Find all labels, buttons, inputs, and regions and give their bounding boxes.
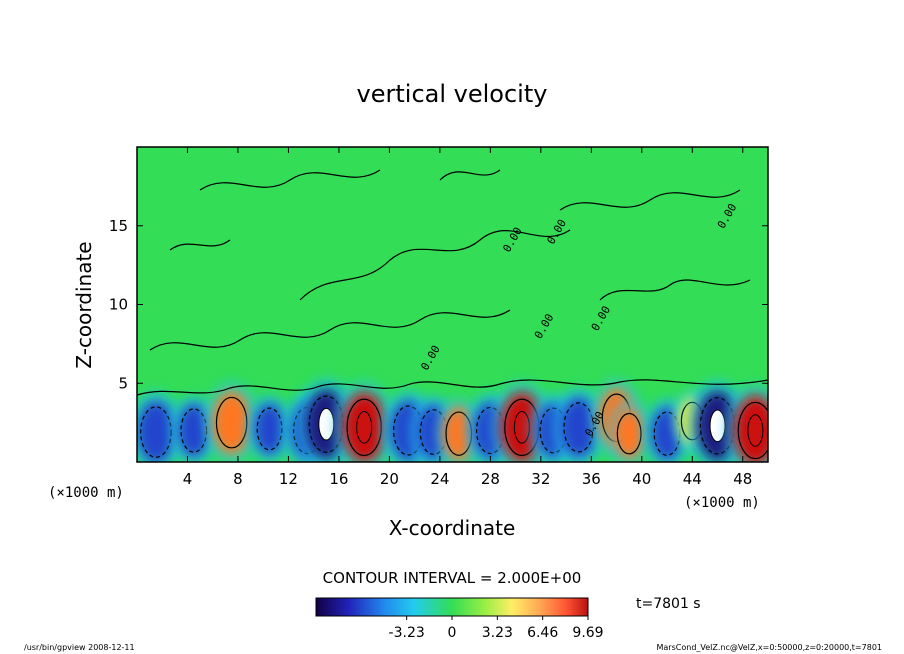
velocity-cell-3 xyxy=(254,402,285,456)
x-unit-label-right: (×1000 m) xyxy=(684,495,760,511)
x-tick-label-11: 48 xyxy=(733,470,752,488)
velocity-contour-0 xyxy=(140,406,172,458)
colorbar: -3.23 0 3.23 6.46 9.69 xyxy=(315,597,604,641)
x-tick-label-9: 40 xyxy=(632,470,651,488)
velocity-cell-1 xyxy=(177,403,210,458)
colorbar-ticks: -3.23 0 3.23 6.46 9.69 xyxy=(389,616,604,641)
colorbar-tick-label-3: 6.46 xyxy=(527,625,558,641)
velocity-field xyxy=(137,378,768,462)
velocity-core-18 xyxy=(709,409,726,443)
y-tick-label-1: 10 xyxy=(109,296,128,314)
colorbar-tick-label-0: -3.23 xyxy=(389,625,425,641)
x-tick-label-10: 44 xyxy=(683,470,702,488)
y-tick-label-2: 15 xyxy=(109,217,128,235)
x-tick-label-6: 28 xyxy=(481,470,500,488)
y-tick-label-0: 5 xyxy=(118,374,128,392)
x-tick-label-3: 16 xyxy=(329,470,348,488)
plot-area: 0.00 0.000.000.000.000.000.00 xyxy=(136,146,769,463)
velocity-contour-6 xyxy=(346,398,382,457)
velocity-cell-15 xyxy=(614,408,644,459)
colorbar-gradient xyxy=(315,597,589,617)
velocity-core-11 xyxy=(513,411,530,444)
x-tick-label-2: 12 xyxy=(279,470,298,488)
footer-left: /usr/bin/gpview 2008-12-11 xyxy=(24,643,135,652)
y-axis-title: Z-coordinate xyxy=(72,241,96,368)
velocity-cell-9 xyxy=(442,406,475,461)
colorbar-tick-label-4: 9.69 xyxy=(572,625,603,641)
contour-interval-label: CONTOUR INTERVAL = 2.000E+00 xyxy=(323,569,582,587)
velocity-core-5 xyxy=(318,407,335,441)
x-axis-title: X-coordinate xyxy=(389,516,516,540)
chart-title: vertical velocity xyxy=(357,80,548,108)
colorbar-tick-label-1: 0 xyxy=(448,625,457,641)
x-axis: 4 8 12 16 20 24 28 32 36 40 44 48 xyxy=(183,147,752,488)
x-unit-label-left: (×1000 m) xyxy=(48,485,124,501)
velocity-contour-19 xyxy=(737,401,768,460)
x-tick-label-7: 32 xyxy=(531,470,550,488)
velocity-core-6 xyxy=(356,411,373,444)
x-tick-label-1: 8 xyxy=(233,470,243,488)
contour-labels: 0.00 0.000.000.000.000.000.00 xyxy=(418,201,739,438)
x-tick-label-0: 4 xyxy=(183,470,193,488)
velocity-core-19 xyxy=(747,414,764,447)
y-axis: 5 10 15 xyxy=(109,217,768,392)
velocity-contour-3 xyxy=(256,407,283,451)
x-tick-label-8: 36 xyxy=(582,470,601,488)
velocity-contour-15 xyxy=(616,412,642,455)
contour-lines xyxy=(137,169,768,396)
velocity-cell-0 xyxy=(137,400,175,462)
footer-right: MarsCond_VelZ.nc@VelZ,x=0:50000,z=0:2000… xyxy=(657,643,883,652)
x-tick-label-4: 20 xyxy=(380,470,399,488)
velocity-cell-2 xyxy=(212,391,251,455)
time-label: t=7801 s xyxy=(636,596,701,612)
colorbar-tick-label-2: 3.23 xyxy=(482,625,513,641)
velocity-contour-2 xyxy=(215,396,248,449)
velocity-cell-13 xyxy=(560,396,598,458)
x-tick-label-5: 24 xyxy=(430,470,449,488)
